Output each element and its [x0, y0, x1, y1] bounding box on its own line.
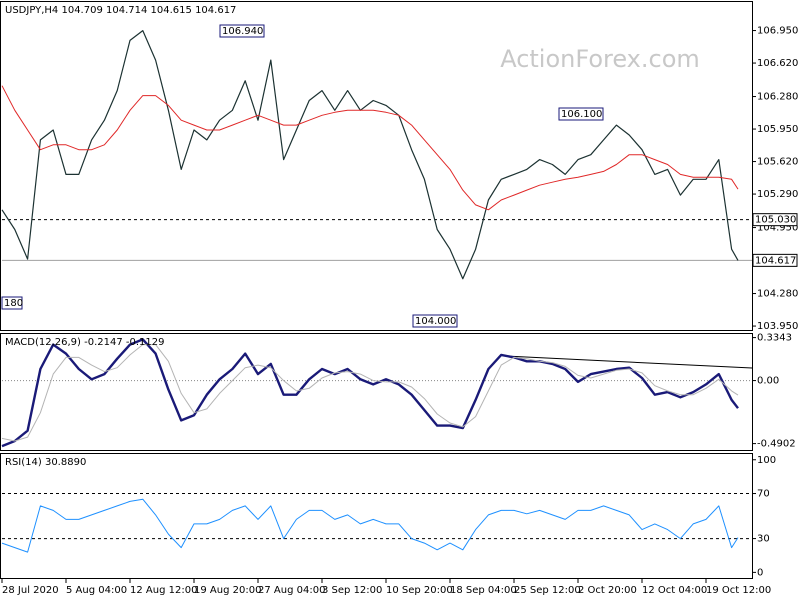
y-tick-label: -0.4902 — [757, 439, 796, 450]
x-tick-label: 19 Aug 20:00 — [194, 585, 261, 596]
x-tick-label: 18 Sep 04:00 — [450, 585, 517, 596]
y-tick-label: 105.620 — [757, 157, 798, 168]
annotation: 104.000 — [415, 316, 456, 327]
annotation-box — [1, 296, 23, 310]
x-tick-label: 12 Aug 12:00 — [130, 585, 197, 596]
y-tick-label: 104.280 — [757, 289, 798, 300]
series-line — [1, 338, 739, 448]
x-tick-label: 28 Jul 2020 — [2, 585, 59, 596]
y-tick-label: 100 — [757, 455, 776, 466]
panel-title: USDJPY,H4 104.709 104.714 104.615 104.61… — [5, 5, 236, 16]
x-tick-label: 12 Oct 04:00 — [642, 585, 707, 596]
annotation: 180 — [4, 298, 23, 309]
series-line — [1, 30, 739, 280]
y-tick-label: 105.950 — [757, 124, 798, 135]
y-tick-label: 106.620 — [757, 58, 798, 69]
x-tick-label: 5 Aug 04:00 — [66, 585, 127, 596]
x-tick-label: 2 Oct 20:00 — [578, 585, 637, 596]
x-tick-label: 19 Oct 12:00 — [706, 585, 771, 596]
y-tick-label: 0.3343 — [757, 333, 792, 344]
annotation-box — [219, 24, 265, 38]
y-tick-label: 30 — [757, 534, 770, 545]
watermark: ActionForex.com — [500, 45, 700, 73]
panel-title: RSI(14) 30.8890 — [5, 457, 86, 468]
y-tick-label: 0.00 — [757, 376, 779, 387]
y-tick-label: 103.950 — [757, 321, 798, 332]
level-label: 105.030 — [755, 215, 796, 226]
level-label: 104.617 — [755, 255, 796, 266]
x-tick-label: 25 Sep 12:00 — [514, 585, 581, 596]
y-tick-label: 106.950 — [757, 26, 798, 37]
x-tick-label: 10 Sep 20:00 — [386, 585, 453, 596]
annotation: 106.100 — [561, 109, 602, 120]
panel-frame — [0, 1, 753, 331]
level-tag — [752, 253, 798, 267]
panel-frame — [0, 333, 753, 451]
trend-line — [504, 355, 753, 369]
y-tick-label: 104.950 — [757, 223, 798, 234]
y-tick-label: 106.280 — [757, 92, 798, 103]
annotation-box — [558, 107, 604, 121]
annotation-box — [412, 314, 458, 328]
series-line — [1, 85, 739, 211]
series-line — [1, 344, 739, 442]
x-tick-label: 3 Sep 12:00 — [322, 585, 382, 596]
level-tag — [752, 213, 798, 227]
panel-title: MACD(12,26,9) -0.2147 -0.1129 — [5, 337, 165, 348]
y-tick-label: 70 — [757, 489, 770, 500]
y-tick-label: 105.290 — [757, 189, 798, 200]
y-tick-label: 0 — [757, 567, 763, 578]
x-tick-label: 27 Aug 04:00 — [258, 585, 325, 596]
panel-frame — [0, 453, 753, 579]
annotation: 106.940 — [222, 26, 263, 37]
series-line — [1, 498, 739, 553]
